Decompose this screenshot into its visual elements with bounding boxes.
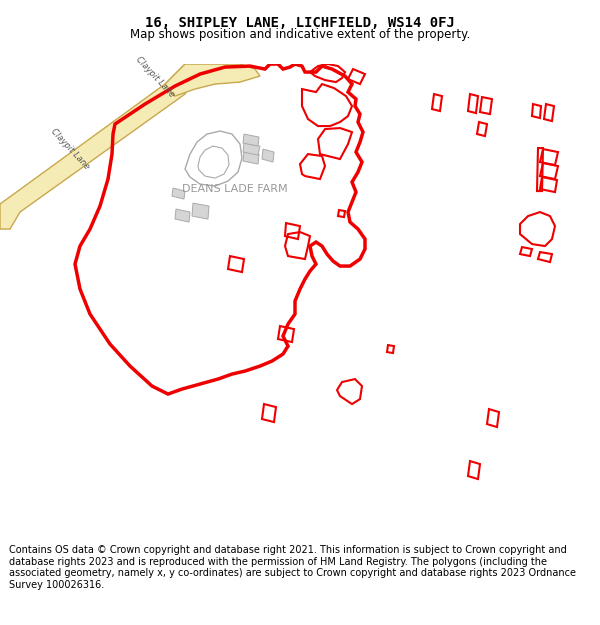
Polygon shape	[172, 188, 185, 199]
Polygon shape	[243, 134, 259, 146]
Polygon shape	[0, 64, 205, 229]
Text: Claypit Lane: Claypit Lane	[134, 55, 176, 99]
Polygon shape	[243, 151, 259, 164]
Text: 16, SHIPLEY LANE, LICHFIELD, WS14 0FJ: 16, SHIPLEY LANE, LICHFIELD, WS14 0FJ	[145, 16, 455, 29]
Polygon shape	[165, 64, 260, 96]
Polygon shape	[262, 149, 274, 162]
Polygon shape	[175, 209, 190, 222]
Polygon shape	[192, 203, 209, 219]
Text: Contains OS data © Crown copyright and database right 2021. This information is : Contains OS data © Crown copyright and d…	[9, 545, 576, 590]
Text: Map shows position and indicative extent of the property.: Map shows position and indicative extent…	[130, 28, 470, 41]
Text: Claypit Lane: Claypit Lane	[49, 127, 91, 171]
Polygon shape	[243, 143, 260, 155]
Text: DEANS LADE FARM: DEANS LADE FARM	[182, 184, 288, 194]
